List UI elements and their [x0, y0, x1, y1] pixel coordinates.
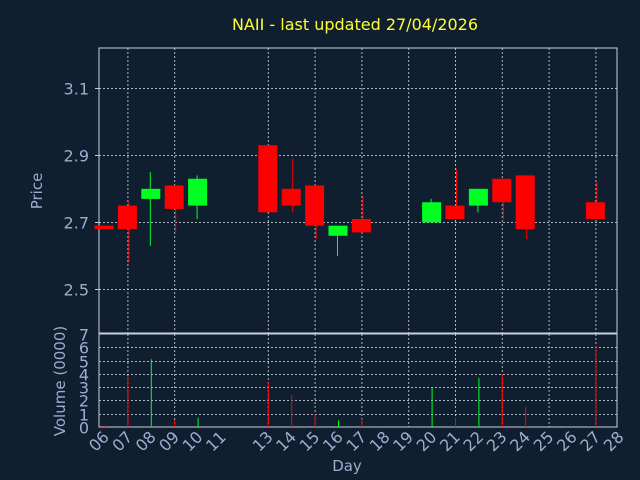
volume-tick-label: 0 [79, 419, 89, 438]
candle [328, 225, 348, 256]
candle [258, 145, 278, 213]
price-tick-label: 2.9 [64, 147, 89, 166]
candle [305, 185, 325, 240]
candle-body [515, 175, 535, 230]
volume-tick-label: 1 [79, 406, 89, 425]
volume-grid [99, 334, 617, 427]
price-tick-label: 3.1 [64, 80, 89, 99]
volume-bars [104, 345, 597, 427]
x-axis-label: Day [332, 457, 362, 475]
x-tick-label: 28 [600, 427, 628, 455]
volume-tick-label: 5 [79, 353, 89, 372]
candle-body [164, 185, 184, 209]
price-grid [99, 48, 617, 333]
price-plot-frame [98, 47, 618, 334]
candle [281, 158, 301, 213]
candle-body [422, 202, 442, 223]
candle [445, 168, 465, 219]
x-tick-label: 11 [202, 427, 230, 455]
candle-body [281, 188, 301, 206]
candle-body [328, 225, 348, 236]
candle [164, 185, 184, 233]
candle [422, 198, 442, 223]
candle-body [445, 205, 465, 219]
candle [94, 225, 114, 230]
volume-tick-label: 2 [79, 392, 89, 411]
volume-tick-label: 6 [79, 339, 89, 358]
volume-plot-frame [98, 333, 618, 428]
candle-body [117, 205, 137, 230]
candle-body [258, 145, 278, 213]
candle [585, 182, 605, 219]
price-axis-label: Price [28, 173, 46, 210]
candle-body [351, 219, 371, 233]
candle-body [492, 178, 512, 203]
volume-tick-label: 7 [79, 326, 89, 345]
candle [468, 188, 488, 213]
candle-body [141, 188, 161, 199]
candle-body [94, 225, 114, 230]
candle [141, 172, 161, 246]
price-tick-label: 2.5 [64, 281, 89, 300]
volume-tick-label: 4 [79, 366, 89, 385]
volume-axis-label: Volume (0000) [51, 326, 69, 436]
candle [117, 202, 137, 263]
candle [351, 195, 371, 233]
candle-body [585, 202, 605, 219]
candle-body [188, 178, 208, 206]
chart-title: NAII - last updated 27/04/2026 [232, 15, 478, 34]
candle-body [468, 188, 488, 206]
price-y-ticks: 2.5 2.7 2.9 3.1 [64, 80, 99, 300]
candle [515, 175, 535, 240]
price-candles [94, 145, 605, 263]
candle-body [305, 185, 325, 226]
volume-tick-label: 3 [79, 379, 89, 398]
candle [188, 175, 208, 219]
price-tick-label: 2.7 [64, 214, 89, 233]
candle [492, 178, 512, 219]
